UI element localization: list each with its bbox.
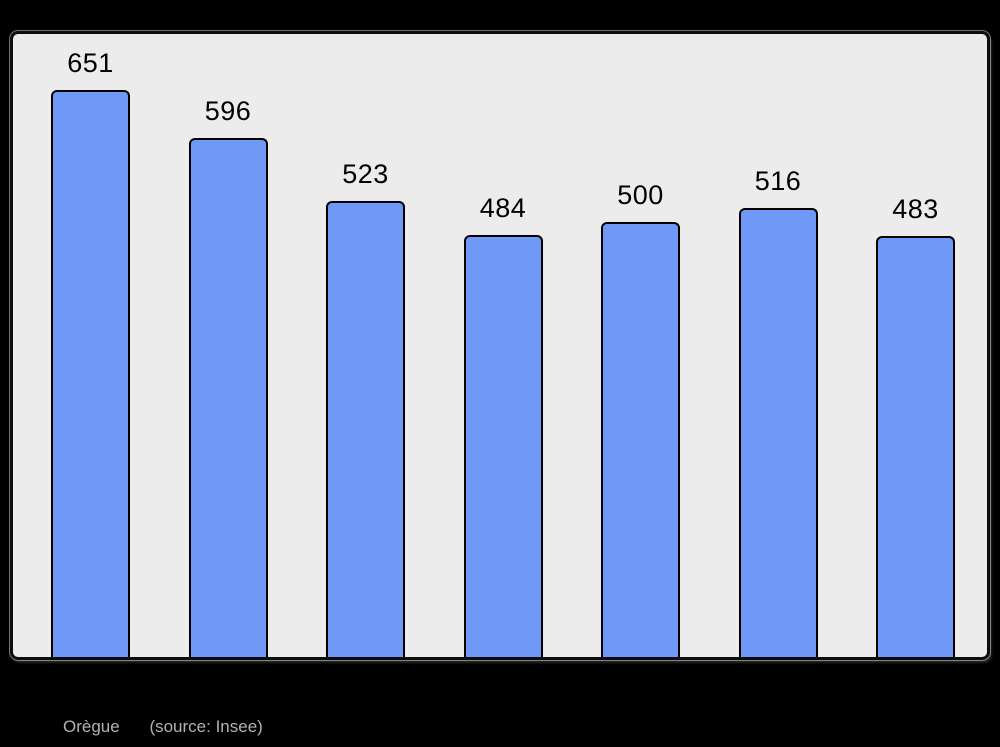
bar-group: 523	[326, 34, 405, 657]
chart-caption: Orègue (source: Insee)	[63, 717, 263, 737]
bar	[876, 236, 955, 657]
bar-group: 484	[463, 34, 543, 657]
bar-value-label: 500	[617, 180, 664, 211]
bar-group: 483	[876, 34, 955, 657]
bar	[601, 222, 680, 657]
bar-group: 651	[51, 34, 130, 657]
bar	[188, 138, 268, 657]
bar-group: 500	[601, 34, 680, 657]
bar-value-label: 484	[479, 193, 527, 224]
bar	[463, 235, 543, 657]
bar-value-label: 596	[204, 96, 252, 127]
bars-container: 651 596 523 484 500 516 483	[13, 34, 987, 657]
bar-value-label: 516	[754, 166, 802, 197]
commune-name-label: Orègue	[63, 717, 120, 736]
bar	[326, 201, 405, 657]
bar-group: 516	[738, 34, 818, 657]
source-note-label: (source: Insee)	[149, 717, 263, 736]
bar-value-label: 651	[67, 48, 114, 79]
bar-chart-panel: 651 596 523 484 500 516 483	[10, 31, 990, 660]
bar	[738, 208, 818, 657]
bar	[51, 90, 130, 657]
bar-group: 596	[188, 34, 268, 657]
bar-value-label: 523	[342, 159, 389, 190]
bar-value-label: 483	[892, 194, 939, 225]
